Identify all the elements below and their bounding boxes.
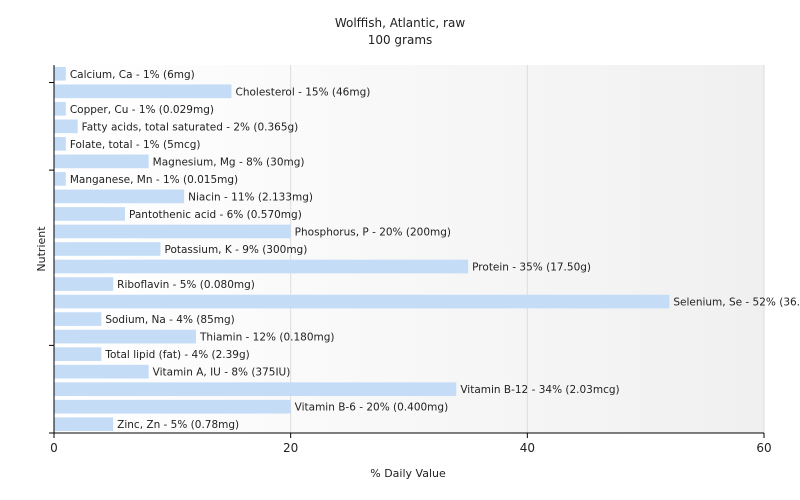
bar-label: Niacin - 11% (2.133mg) bbox=[188, 191, 313, 203]
bar-label: Copper, Cu - 1% (0.029mg) bbox=[70, 104, 214, 116]
bar bbox=[54, 207, 125, 221]
bar-label: Protein - 35% (17.50g) bbox=[472, 262, 591, 274]
bar-label: Manganese, Mn - 1% (0.015mg) bbox=[70, 174, 238, 186]
bar bbox=[54, 399, 291, 414]
bar-label: Selenium, Se - 52% (36.5mcg) bbox=[673, 297, 800, 309]
bar-label: Fatty acids, total saturated - 2% (0.365… bbox=[82, 121, 299, 133]
bar bbox=[54, 172, 66, 186]
bar bbox=[54, 417, 114, 432]
x-tick-label: 0 bbox=[50, 441, 58, 455]
bar bbox=[54, 382, 457, 397]
x-tick-label: 20 bbox=[283, 441, 298, 455]
x-axis-title: % Daily Value bbox=[370, 467, 446, 480]
bar-label: Thiamin - 12% (0.180mg) bbox=[199, 332, 335, 344]
plot-area bbox=[54, 65, 764, 433]
bar bbox=[54, 347, 102, 361]
chart-subtitle: 100 grams bbox=[368, 33, 433, 47]
bar bbox=[54, 119, 78, 134]
bar-label: Phosphorus, P - 20% (200mg) bbox=[295, 226, 451, 238]
axes: 0 20 40 60 bbox=[49, 65, 772, 455]
bar-label: Riboflavin - 5% (0.080mg) bbox=[117, 279, 255, 291]
gridlines bbox=[290, 65, 765, 433]
bar bbox=[54, 101, 66, 116]
bar bbox=[54, 294, 670, 309]
bar-label: Calcium, Ca - 1% (6mg) bbox=[70, 69, 195, 81]
bar bbox=[54, 66, 66, 81]
bar-label: Magnesium, Mg - 8% (30mg) bbox=[153, 156, 305, 168]
bar bbox=[54, 137, 66, 151]
bar-label: Potassium, K - 9% (300mg) bbox=[165, 244, 308, 256]
bar-label: Pantothenic acid - 6% (0.570mg) bbox=[129, 209, 302, 221]
bars: Calcium, Ca - 1% (6mg) Cholesterol - 15% … bbox=[54, 66, 800, 432]
y-axis-title: Nutrient bbox=[35, 226, 48, 272]
bar bbox=[54, 154, 149, 169]
bar bbox=[54, 277, 114, 291]
chart-title: Wolffish, Atlantic, raw bbox=[335, 16, 465, 30]
bar bbox=[54, 189, 185, 204]
bar-label: Total lipid (fat) - 4% (2.39g) bbox=[104, 349, 249, 361]
bar bbox=[54, 224, 291, 239]
bar-label: Vitamin B-12 - 34% (2.03mcg) bbox=[460, 384, 619, 396]
bar-label: Vitamin B-6 - 20% (0.400mg) bbox=[295, 402, 449, 414]
bar bbox=[54, 329, 196, 344]
x-tick-label: 60 bbox=[756, 441, 771, 455]
bar bbox=[54, 242, 161, 256]
bar-label: Folate, total - 1% (5mcg) bbox=[70, 139, 201, 151]
bar-label: Vitamin A, IU - 8% (375IU) bbox=[153, 367, 291, 379]
bar-label: Cholesterol - 15% (46mg) bbox=[236, 86, 371, 98]
x-tick-label: 40 bbox=[520, 441, 535, 455]
bar-label: Zinc, Zn - 5% (0.78mg) bbox=[117, 419, 239, 431]
bar bbox=[54, 259, 469, 274]
bar-label: Sodium, Na - 4% (85mg) bbox=[105, 314, 234, 326]
bar bbox=[54, 364, 149, 379]
bar bbox=[54, 312, 102, 326]
bar bbox=[54, 84, 232, 99]
